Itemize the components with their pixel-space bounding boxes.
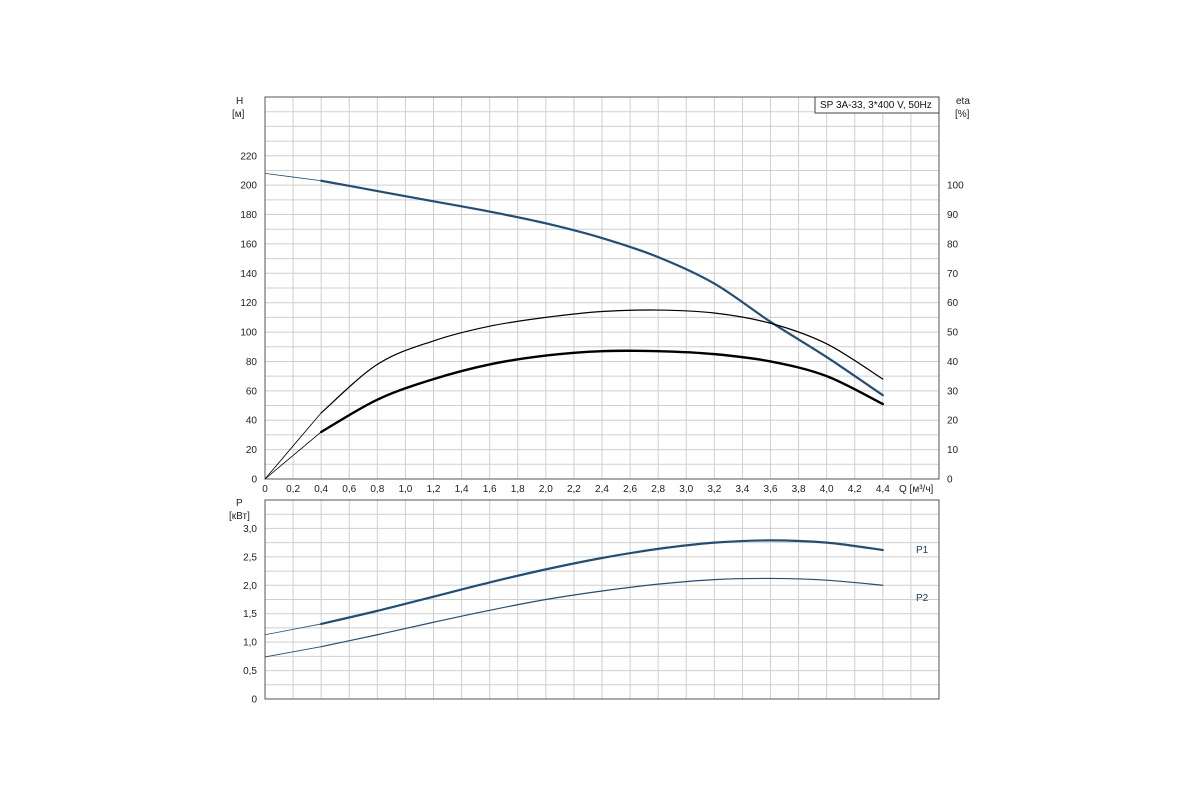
flow-tick-label: 2,0 [539,484,553,495]
top-grid [264,96,940,480]
efficiency-axis-unit: [%] [955,109,970,120]
efficiency-tick-label: 90 [947,210,959,221]
p1-curve-extension [264,623,322,636]
top-series [264,173,885,480]
total-efficiency-curve-extension [264,431,322,480]
flow-tick-label: 0,6 [342,484,356,495]
head-tick-label: 180 [240,210,257,221]
flow-tick-label: 4,0 [820,484,834,495]
flow-tick-label: 0,2 [286,484,300,495]
power-axis-unit: [кВт] [229,511,250,522]
head-axis-title: H [236,96,243,107]
p2-curve-line [320,577,884,648]
efficiency-tick-label: 70 [947,269,959,280]
head-curve-line [320,179,884,397]
head-tick-label: 40 [246,416,258,427]
efficiency-curve-line [320,309,884,414]
efficiency-tick-label: 60 [947,298,959,309]
efficiency-tick-label: 80 [947,239,959,250]
head-axis-unit: [м] [232,109,245,120]
power-axis-title: P [236,498,243,509]
head-tick-label: 100 [240,328,257,339]
head-curve-extension [264,173,322,182]
flow-tick-label: 3,6 [764,484,778,495]
bottom-series [264,539,884,658]
power-tick-label: 2,5 [243,552,257,563]
bottom-grid [264,499,940,700]
head-tick-label: 160 [240,239,257,250]
efficiency-tick-label: 10 [947,445,959,456]
flow-axis-ticks: 0 0,2 0,4 0,6 0,8 1,0 1,2 1,4 1,6 1,8 2,0 2,2 2,4 2,6… [262,484,890,495]
series-label-p1: P1 [916,545,929,556]
flow-tick-label: 1,4 [455,484,469,495]
flow-tick-label: 2,8 [651,484,665,495]
flow-tick-label: 0 [262,484,268,495]
head-tick-label: 120 [240,298,257,309]
efficiency-tick-label: 30 [947,386,959,397]
power-axis-ticks: 0 0,5 1,0 1,5 2,0 2,5 3,0 [243,524,257,706]
flow-tick-label: 3,8 [792,484,806,495]
flow-tick-label: 2,6 [623,484,637,495]
p1-curve-line [320,539,884,626]
efficiency-curve-extension [264,412,322,480]
chart-title-box: SP 3A-33, 3*400 V, 50Hz [814,96,940,114]
head-tick-label: 20 [246,445,258,456]
top-plot-frame [264,96,940,480]
power-tick-label: 1,0 [243,638,257,649]
head-tick-label: 220 [240,151,257,162]
flow-tick-label: 3,4 [735,484,749,495]
power-tick-label: 0,5 [243,666,257,677]
head-efficiency-panel: 0 20 40 60 80 100 120 140 160 180 200 220 0 10 20 30 40… [232,96,970,495]
p2-curve-extension [264,646,322,658]
head-tick-label: 200 [240,181,257,192]
flow-axis-title: Q [м³/ч] [899,484,934,495]
power-panel: 0 0,5 1,0 1,5 2,0 2,5 3,0 P [кВт] P1 P2 [229,498,940,706]
efficiency-axis-title: eta [956,96,970,107]
efficiency-tick-label: 0 [947,475,953,486]
flow-tick-label: 1,2 [427,484,441,495]
efficiency-axis-ticks: 0 10 20 30 40 50 60 70 80 90 100 [947,181,964,486]
head-tick-label: 140 [240,269,257,280]
flow-tick-label: 0,8 [370,484,384,495]
efficiency-tick-label: 20 [947,416,959,427]
flow-tick-label: 4,4 [876,484,890,495]
flow-tick-label: 4,2 [848,484,862,495]
flow-tick-label: 2,2 [567,484,581,495]
bottom-plot-frame [264,499,940,700]
flow-tick-label: 3,0 [679,484,693,495]
flow-tick-label: 1,8 [511,484,525,495]
flow-tick-label: 3,2 [707,484,721,495]
head-tick-label: 0 [251,475,257,486]
flow-tick-label: 1,6 [483,484,497,495]
efficiency-tick-label: 50 [947,328,959,339]
power-tick-label: 2,0 [243,581,257,592]
head-tick-label: 80 [246,357,258,368]
power-tick-label: 0 [251,695,257,706]
chart-title: SP 3A-33, 3*400 V, 50Hz [820,100,932,111]
efficiency-tick-label: 100 [947,181,964,192]
series-label-p2: P2 [916,593,929,604]
flow-tick-label: 0,4 [314,484,328,495]
flow-tick-label: 1,0 [398,484,412,495]
head-axis-ticks: 0 20 40 60 80 100 120 140 160 180 200 220 [240,151,257,485]
efficiency-tick-label: 40 [947,357,959,368]
power-tick-label: 3,0 [243,524,257,535]
power-tick-label: 1,5 [243,609,257,620]
head-tick-label: 60 [246,386,258,397]
total-efficiency-curve-line [319,349,885,434]
flow-tick-label: 2,4 [595,484,609,495]
